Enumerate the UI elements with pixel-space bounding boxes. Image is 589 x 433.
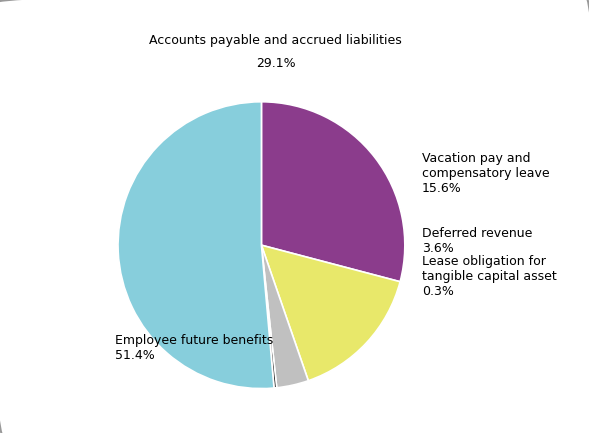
Text: 29.1%: 29.1% [256,57,296,70]
Wedge shape [262,245,308,388]
Text: Lease obligation for
tangible capital asset
0.3%: Lease obligation for tangible capital as… [422,255,557,298]
Wedge shape [262,245,277,388]
Wedge shape [262,245,400,381]
Wedge shape [262,102,405,282]
Text: Accounts payable and accrued liabilities: Accounts payable and accrued liabilities [150,34,402,47]
Text: Vacation pay and
compensatory leave
15.6%: Vacation pay and compensatory leave 15.6… [422,152,550,195]
Text: Deferred revenue
3.6%: Deferred revenue 3.6% [422,227,532,255]
Text: Employee future benefits
51.4%: Employee future benefits 51.4% [115,334,273,362]
Wedge shape [118,102,274,388]
